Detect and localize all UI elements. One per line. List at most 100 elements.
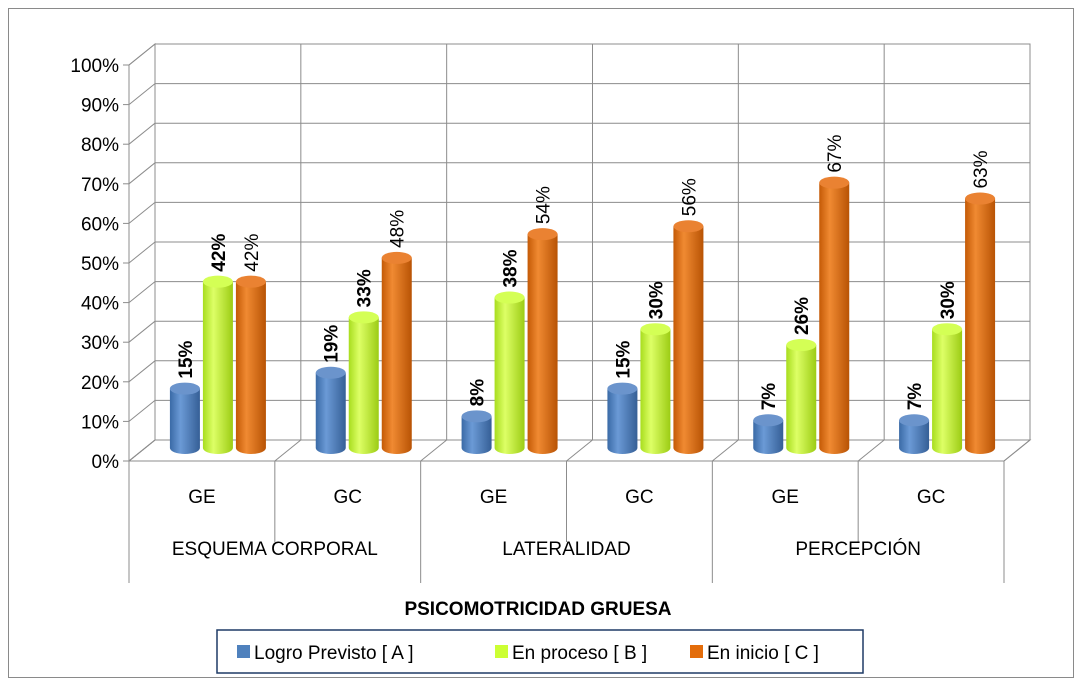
gridline-diag	[128, 400, 156, 422]
bar	[315, 372, 346, 455]
y-tick-label: 60%	[81, 214, 119, 235]
bar-top	[461, 410, 492, 423]
data-label: 42%	[209, 234, 230, 272]
bar	[461, 416, 492, 455]
y-tick-label: 100%	[70, 56, 119, 77]
x-tick-label: GC	[917, 487, 946, 508]
data-label: 42%	[242, 234, 263, 272]
data-label: 26%	[792, 297, 813, 335]
bar	[607, 388, 638, 455]
legend-label: En proceso [ B ]	[512, 643, 647, 664]
gridline-diag	[128, 83, 156, 105]
data-label: 33%	[355, 269, 376, 307]
bar-top	[819, 176, 850, 189]
bar-top	[640, 323, 671, 336]
floor-divider	[274, 439, 302, 462]
bar-top	[527, 228, 558, 241]
gridline-diag	[128, 162, 156, 185]
y-tick-label: 80%	[81, 135, 119, 156]
y-tick-label: 90%	[81, 96, 119, 117]
y-tick-label: 50%	[81, 254, 119, 275]
legend: Logro Previsto [ A ] En proceso [ B ] En i…	[237, 643, 819, 664]
y-tick-label: 10%	[81, 412, 119, 433]
bar	[932, 329, 963, 455]
gridline-diag	[128, 241, 156, 264]
floor-divider	[566, 439, 593, 462]
floor-divider	[420, 439, 447, 462]
bar-top	[348, 311, 379, 324]
bar	[169, 388, 200, 455]
bar	[673, 226, 704, 455]
bar-top	[494, 291, 525, 304]
data-label: 30%	[938, 281, 959, 319]
bar-top	[235, 275, 266, 288]
bar-top	[381, 251, 412, 264]
floor-divider	[1003, 439, 1031, 462]
bar	[965, 198, 996, 455]
bar-top	[169, 382, 200, 395]
data-label: 48%	[388, 210, 409, 248]
x-tick-label: GC	[625, 487, 654, 508]
legend-box	[216, 629, 864, 674]
gridline-diag	[128, 320, 156, 343]
data-label: 63%	[971, 150, 992, 188]
bar-top	[965, 192, 996, 205]
data-label: 7%	[905, 383, 926, 411]
bar-top	[786, 339, 817, 352]
bar-top	[315, 366, 346, 379]
x-tick-label: GE	[772, 487, 799, 508]
bar-top	[607, 382, 638, 395]
bar	[640, 329, 671, 455]
bar-top	[753, 414, 784, 427]
data-label: 30%	[646, 281, 667, 319]
x-tick-label: GE	[480, 487, 507, 508]
data-label: 54%	[534, 186, 555, 224]
y-tick-label: 70%	[81, 175, 119, 196]
bar	[494, 297, 525, 455]
floor-divider	[857, 439, 885, 462]
gridline-diag	[128, 122, 156, 145]
bar	[819, 182, 850, 455]
bar	[348, 317, 379, 455]
group-label: PERCEPCIÓN	[795, 538, 921, 560]
y-tick-label: 20%	[81, 373, 119, 394]
data-label: 38%	[501, 249, 522, 287]
bar	[899, 420, 930, 455]
bar-top	[899, 414, 930, 427]
bar	[786, 345, 817, 455]
bar	[235, 281, 266, 454]
bar	[527, 234, 558, 455]
data-label: 67%	[825, 135, 846, 173]
group-label: LATERALIDAD	[502, 539, 630, 560]
y-tick-label: 30%	[81, 333, 119, 354]
gridline-diag	[128, 281, 156, 303]
legend-swatch	[690, 645, 703, 658]
gridline-diag	[128, 202, 156, 224]
bar	[753, 420, 784, 455]
gridline-diag	[128, 43, 156, 66]
bar-top	[202, 275, 233, 288]
data-label: 7%	[759, 383, 780, 411]
y-tick-label: 40%	[81, 294, 119, 315]
data-label: 15%	[613, 340, 634, 378]
floor-divider	[128, 439, 156, 462]
data-label: 15%	[176, 340, 197, 378]
axis-layer: 0% 10% 20% 30% 40% 50% 60% 70% 80% 90% 100% GE GC GE G…	[70, 56, 1005, 583]
bar-layer	[169, 176, 996, 455]
floor-divider	[712, 439, 739, 462]
gridline-diag	[128, 360, 156, 383]
x-tick-label: GC	[334, 487, 363, 508]
data-label: 56%	[679, 178, 700, 216]
group-label: ESQUEMA CORPORAL	[172, 539, 378, 560]
bar-top	[932, 323, 963, 336]
x-axis-title: PSICOMOTRICIDAD GRUESA	[404, 599, 671, 620]
bar-top	[673, 220, 704, 233]
y-tick-label: 0%	[92, 452, 120, 473]
bar	[381, 257, 412, 455]
legend-swatch	[495, 645, 508, 658]
legend-label: En inicio [ C ]	[707, 643, 819, 664]
chart-frame: 0% 10% 20% 30% 40% 50% 60% 70% 80% 90% 100% GE GC GE G…	[8, 8, 1074, 678]
legend-swatch	[237, 645, 250, 658]
bar	[202, 281, 233, 455]
legend-label: Logro Previsto [ A ]	[254, 643, 413, 664]
